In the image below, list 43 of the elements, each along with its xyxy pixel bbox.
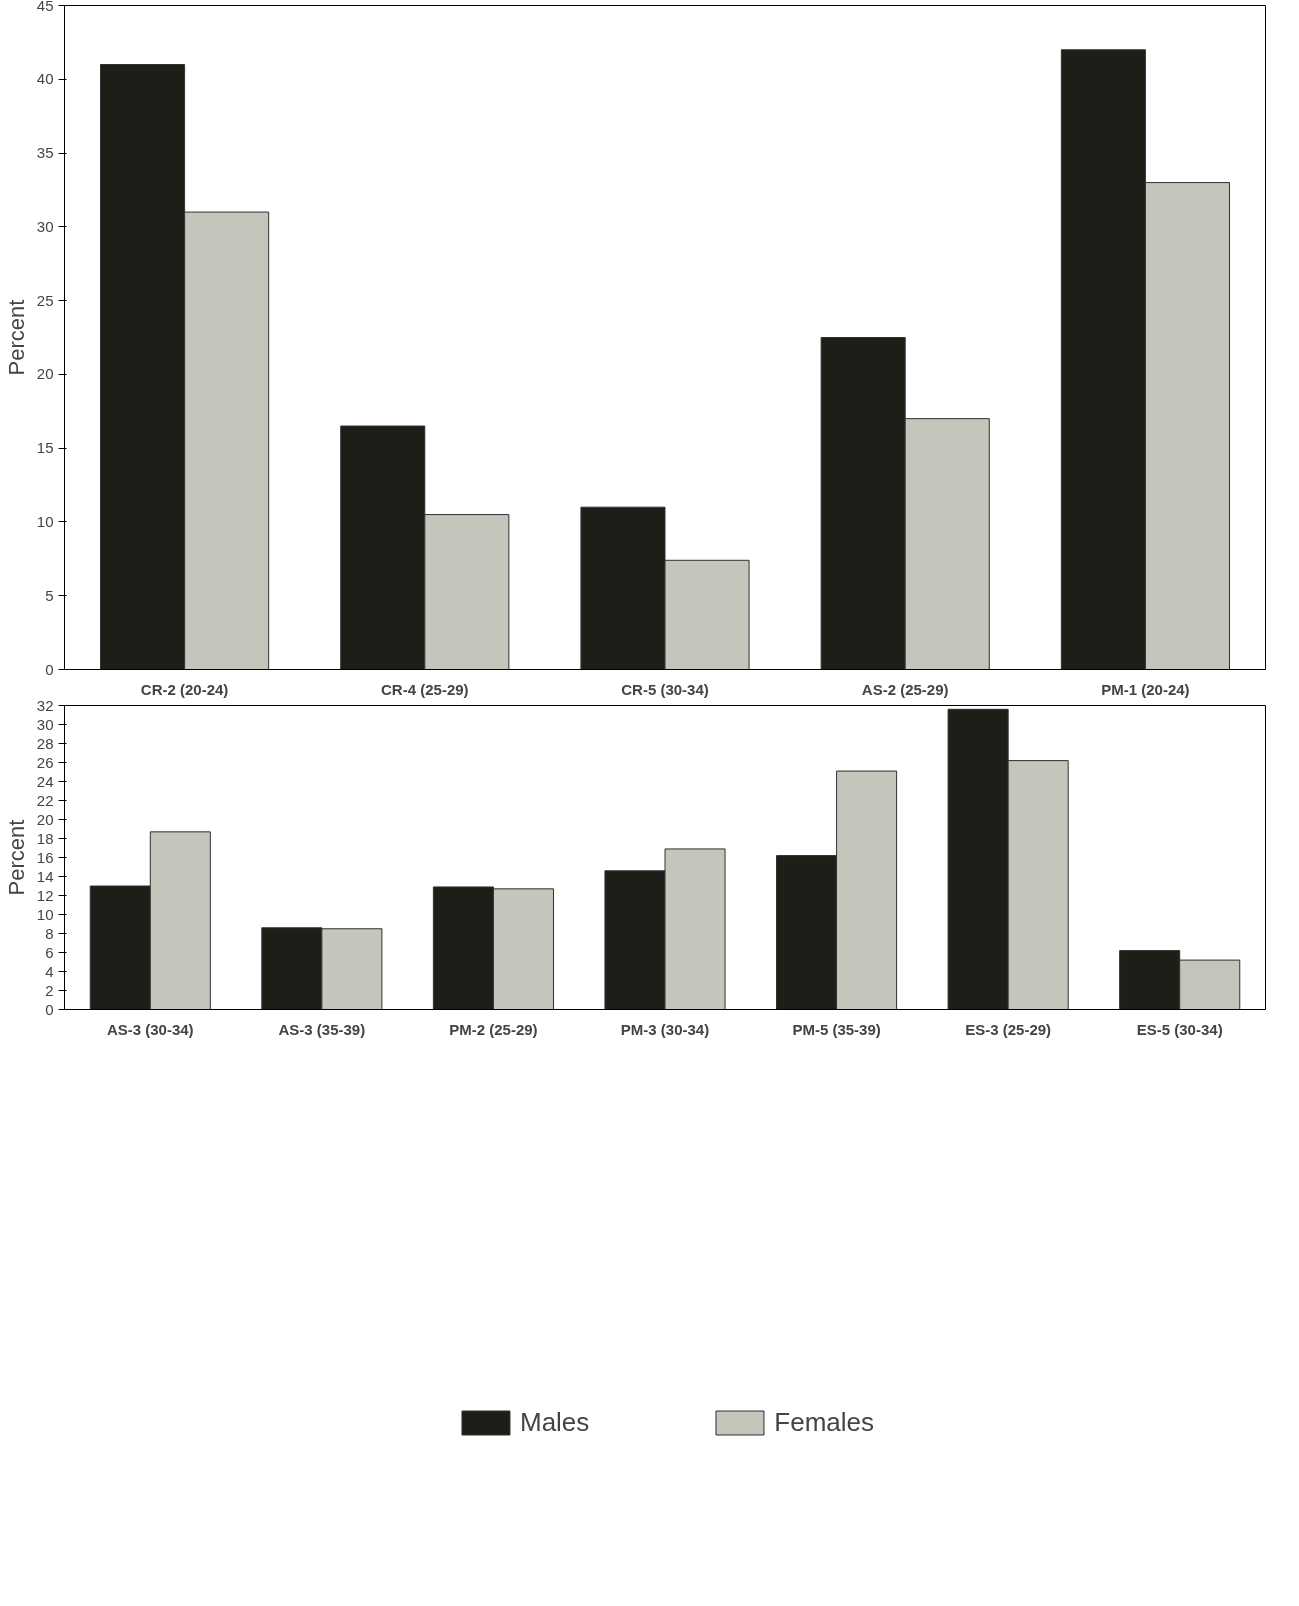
y-tick-label: 14	[36, 867, 54, 885]
y-tick-label: 15	[36, 439, 54, 457]
x-tick-label: PM-1 (20-24)	[1101, 680, 1190, 698]
y-tick-label: 6	[45, 943, 54, 961]
x-tick-label: AS-3 (35-39)	[278, 1020, 366, 1038]
y-tick-label: 0	[45, 660, 54, 678]
y-tick-label: 26	[36, 753, 54, 771]
y-axis-title: Percent	[3, 819, 29, 896]
y-tick-label: 28	[36, 734, 54, 752]
y-tick-label: 32	[36, 696, 54, 714]
y-tick-label: 2	[45, 981, 54, 999]
y-tick-label: 18	[36, 829, 54, 847]
x-tick-label: PM-5 (35-39)	[792, 1020, 881, 1038]
x-tick-label: CR-5 (30-34)	[621, 680, 709, 698]
y-tick-label: 30	[36, 217, 54, 235]
y-tick-label: 8	[45, 924, 54, 942]
y-tick-label: 35	[36, 144, 54, 162]
y-tick-label: 20	[36, 365, 54, 383]
y-tick-label: 0	[45, 1000, 54, 1018]
legend-label: Females	[774, 1406, 875, 1438]
y-tick-label: 24	[36, 772, 54, 790]
x-tick-label: AS-3 (30-34)	[106, 1020, 194, 1038]
y-tick-label: 22	[36, 791, 54, 809]
x-tick-label: AS-2 (25-29)	[861, 680, 949, 698]
y-tick-label: 25	[36, 291, 54, 309]
x-tick-label: PM-2 (25-29)	[449, 1020, 538, 1038]
y-tick-label: 4	[45, 962, 54, 980]
legend-label: Males	[519, 1406, 590, 1438]
y-tick-label: 40	[36, 70, 54, 88]
x-tick-label: CR-4 (25-29)	[381, 680, 469, 698]
y-tick-label: 16	[36, 848, 54, 866]
y-tick-label: 10	[36, 512, 54, 530]
y-axis-title: Percent	[3, 299, 29, 376]
x-tick-label: ES-3 (25-29)	[965, 1020, 1052, 1038]
y-tick-label: 20	[36, 810, 54, 828]
y-tick-label: 10	[36, 905, 54, 923]
x-tick-label: CR-2 (20-24)	[140, 680, 229, 698]
x-tick-label: PM-3 (30-34)	[620, 1020, 710, 1038]
y-tick-label: 45	[36, 0, 54, 14]
x-tick-label: ES-5 (30-34)	[1136, 1020, 1223, 1038]
y-tick-label: 30	[36, 715, 54, 733]
y-tick-label: 12	[36, 886, 54, 904]
y-tick-label: 5	[45, 586, 54, 604]
